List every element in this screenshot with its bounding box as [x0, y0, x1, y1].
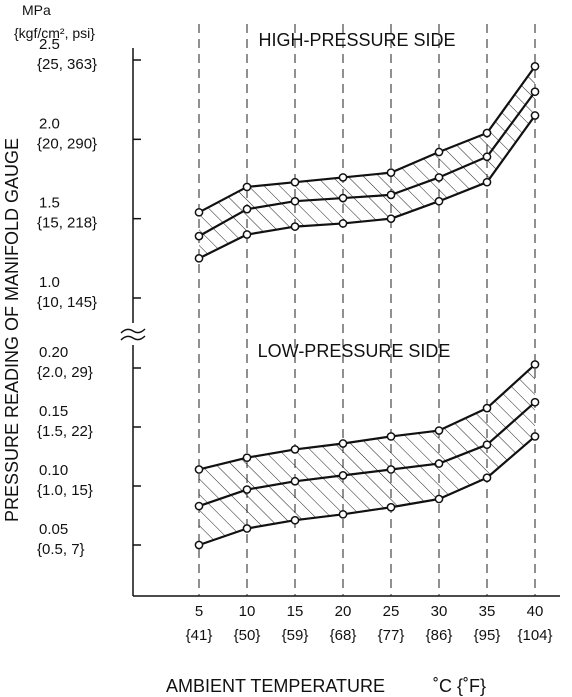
data-point	[242, 485, 252, 494]
data-point	[386, 168, 396, 178]
data-point	[530, 87, 540, 97]
data-point	[338, 471, 348, 480]
x-tick-label-c: 10	[239, 603, 256, 620]
y-axis-label: PRESSURE READING OF MANIFOLD GAUGE	[2, 138, 22, 522]
data-point	[530, 61, 540, 71]
data-point	[338, 173, 348, 182]
axis-break-symbol	[120, 328, 146, 341]
data-point	[530, 360, 540, 369]
data-point	[482, 440, 492, 450]
data-point	[194, 231, 204, 241]
data-point	[530, 432, 540, 441]
y-tick-sublabel: {10, 145}	[37, 294, 97, 311]
data-point	[290, 196, 300, 206]
y-tick-sublabel: {15, 218}	[37, 215, 97, 232]
y-tick-label: 1.5	[39, 195, 60, 212]
data-point	[434, 147, 444, 157]
x-tick-label-c: 20	[335, 603, 352, 620]
y-unit-kgf-psi: {kgf/cm², psi}	[14, 25, 95, 41]
data-point	[290, 476, 300, 486]
x-tick-label-f: {104}	[517, 627, 552, 644]
data-point	[482, 473, 492, 483]
x-tick-label-c: 40	[527, 603, 544, 620]
data-point	[242, 453, 252, 463]
y-tick-sublabel: {1.5, 22}	[37, 423, 93, 440]
data-point	[530, 397, 540, 407]
data-point	[194, 207, 204, 217]
data-point	[194, 253, 204, 263]
data-point	[290, 177, 300, 187]
data-point	[338, 219, 348, 228]
low-pressure-line-3	[198, 435, 536, 547]
y-tick-label: 0.15	[39, 403, 68, 420]
high-pressure-line-2	[198, 91, 536, 238]
y-tick-sublabel: {0.5, 7}	[37, 541, 85, 558]
data-point	[434, 459, 444, 468]
data-point	[194, 540, 204, 550]
data-point	[434, 173, 444, 182]
data-point	[482, 128, 492, 138]
data-point	[386, 214, 396, 224]
y-tick-sublabel: {25, 363}	[37, 56, 97, 73]
data-point	[386, 465, 396, 474]
x-tick-label-c: 25	[383, 603, 400, 620]
data-point	[242, 230, 252, 239]
data-point	[482, 177, 492, 187]
data-point	[242, 204, 252, 214]
data-point	[338, 509, 348, 519]
data-point	[386, 432, 396, 441]
high-pressure-title: HIGH-PRESSURE SIDE	[258, 30, 455, 50]
data-point	[290, 222, 300, 231]
y-tick-sublabel: {1.0, 15}	[37, 482, 93, 499]
y-tick-label: 0.05	[39, 521, 68, 538]
y-tick-label: 2.0	[39, 115, 60, 132]
y-tick-label: 2.5	[39, 36, 60, 53]
x-tick-label-c: 30	[431, 603, 448, 620]
data-point	[434, 196, 444, 206]
x-tick-label-f: {50}	[234, 627, 261, 644]
data-point	[434, 426, 444, 435]
y-unit-mpa: MPa	[22, 2, 51, 18]
x-tick-label-f: {41}	[186, 627, 213, 644]
high-pressure-line-1	[198, 65, 536, 214]
y-tick-label: 0.20	[39, 344, 68, 361]
data-point	[242, 524, 252, 533]
x-axis-unit: ˚C {˚F}	[433, 676, 486, 696]
data-point	[194, 465, 204, 474]
x-axis-label: AMBIENT TEMPERATURE	[166, 676, 385, 696]
data-point	[434, 494, 444, 504]
data-point	[338, 439, 348, 448]
y-tick-label: 0.10	[39, 462, 68, 479]
x-tick-label-f: {68}	[330, 627, 357, 644]
high-pressure-line-3	[198, 114, 536, 260]
low-pressure-title: LOW-PRESSURE SIDE	[258, 341, 451, 361]
data-point	[242, 182, 252, 192]
y-tick-sublabel: {20, 290}	[37, 135, 97, 152]
data-point	[290, 445, 300, 454]
low-pressure-band	[199, 364, 535, 545]
x-tick-label-c: 35	[479, 603, 496, 620]
data-point	[338, 193, 348, 203]
high-pressure-band	[199, 66, 535, 259]
x-tick-label-f: {59}	[282, 627, 309, 644]
x-tick-label-c: 5	[195, 603, 203, 620]
data-point	[386, 190, 396, 200]
y-tick-sublabel: {2.0, 29}	[37, 364, 93, 381]
low-pressure-line-2	[198, 401, 536, 508]
data-point	[386, 502, 396, 512]
x-tick-label-f: {86}	[426, 627, 453, 644]
x-tick-label-f: {95}	[474, 627, 501, 644]
data-point	[482, 152, 492, 162]
y-tick-label: 1.0	[39, 274, 60, 291]
x-tick-label-c: 15	[287, 603, 304, 620]
low-pressure-line-1	[198, 363, 536, 471]
data-point	[194, 501, 204, 511]
x-tick-label-f: {77}	[378, 627, 405, 644]
data-point	[530, 111, 540, 120]
data-point	[482, 403, 492, 413]
data-point	[290, 515, 300, 525]
